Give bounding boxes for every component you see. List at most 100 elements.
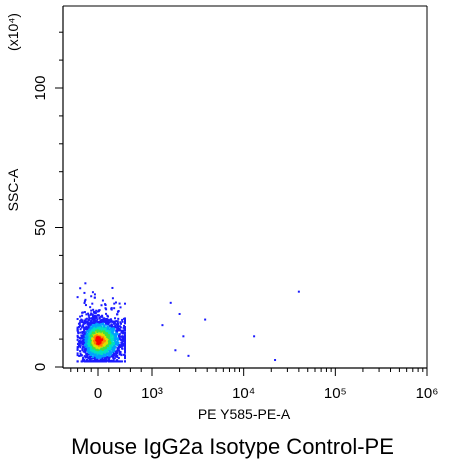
event-point (86, 355, 89, 358)
event-point (88, 358, 91, 361)
event-point (82, 333, 85, 336)
event-point (116, 328, 119, 331)
event-point (84, 334, 87, 337)
event-point (82, 325, 85, 328)
event-point (103, 357, 106, 360)
event-point (94, 325, 97, 328)
event-point (93, 336, 96, 339)
event-point (124, 336, 126, 339)
event-point (100, 318, 103, 321)
event-point (111, 343, 114, 346)
event-point (108, 354, 111, 357)
event-point (85, 353, 88, 356)
event-point (89, 329, 92, 332)
event-point (124, 355, 126, 358)
outlier-point (274, 359, 277, 362)
event-point (93, 324, 96, 327)
event-point (91, 337, 94, 340)
event-point (83, 291, 86, 294)
event-point (109, 341, 112, 344)
event-point (98, 360, 101, 363)
event-point (107, 337, 110, 340)
event-point (124, 322, 126, 325)
event-point (122, 331, 125, 334)
event-point (93, 321, 96, 324)
event-point (88, 316, 91, 319)
event-point (116, 313, 119, 316)
event-point (122, 326, 125, 329)
event-point (100, 353, 103, 356)
event-point (97, 343, 100, 346)
event-point (84, 351, 87, 354)
event-point (87, 318, 90, 321)
event-point (112, 359, 115, 362)
event-point (89, 339, 92, 342)
event-point (82, 321, 85, 324)
event-point (104, 307, 107, 310)
event-point (93, 356, 96, 359)
event-point (84, 318, 87, 321)
event-point (97, 350, 100, 353)
event-point (121, 318, 124, 321)
event-point (110, 339, 113, 342)
event-point (79, 340, 82, 343)
event-point (114, 339, 117, 342)
event-point (100, 304, 103, 307)
event-point (79, 324, 82, 327)
event-point (117, 356, 120, 359)
event-point (83, 348, 86, 351)
event-point (94, 351, 97, 354)
outlier-point (178, 312, 181, 315)
event-point (101, 357, 104, 360)
event-point (123, 340, 126, 343)
event-point (110, 344, 113, 347)
event-point (118, 325, 121, 328)
event-point (76, 296, 79, 299)
event-point (96, 322, 99, 325)
event-point (89, 350, 92, 353)
event-point (81, 331, 84, 334)
event-point (95, 329, 98, 332)
event-point (79, 315, 82, 318)
event-point (102, 317, 105, 320)
event-point (93, 296, 96, 299)
event-point (83, 311, 86, 314)
event-point (118, 353, 121, 356)
event-point (101, 332, 104, 335)
event-point (113, 357, 116, 360)
event-point (119, 326, 122, 329)
event-point (117, 310, 120, 313)
event-point (96, 356, 99, 359)
event-point (90, 329, 93, 332)
event-point (96, 348, 99, 351)
event-point (105, 318, 108, 321)
event-point (91, 360, 94, 363)
event-point (92, 310, 95, 313)
event-point (109, 360, 112, 363)
event-point (94, 341, 97, 344)
figure-caption: Mouse IgG2a Isotype Control-PE (71, 434, 394, 459)
event-point (85, 313, 88, 316)
event-point (86, 322, 89, 325)
x-axis-title: PE Y585-PE-A (198, 406, 291, 422)
event-point (83, 321, 86, 324)
event-point (88, 345, 91, 348)
event-point (124, 338, 126, 341)
event-point (80, 354, 83, 357)
event-point (78, 341, 81, 344)
event-point (116, 347, 119, 350)
event-point (119, 335, 122, 338)
event-point (76, 334, 79, 337)
event-point (122, 342, 125, 345)
event-point (118, 302, 121, 305)
event-point (79, 328, 82, 331)
event-point (124, 356, 126, 359)
event-point (105, 308, 108, 311)
event-point (108, 319, 111, 322)
event-point (96, 318, 99, 321)
event-point (108, 338, 111, 341)
event-point (89, 323, 92, 326)
event-point (122, 344, 125, 347)
event-point (111, 324, 114, 327)
